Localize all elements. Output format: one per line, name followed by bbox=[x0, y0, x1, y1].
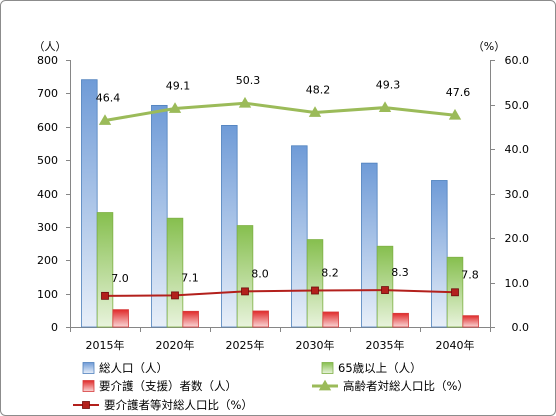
left-axis-tick-label: 700 bbox=[37, 87, 58, 100]
left-axis-tick-label: 500 bbox=[37, 154, 58, 167]
left-axis-unit-label: （人） bbox=[34, 40, 67, 53]
data-label-care-ratio: 8.2 bbox=[321, 267, 339, 280]
bar-total-population bbox=[81, 79, 98, 328]
marker-care-ratio bbox=[311, 286, 319, 295]
right-axis-tick-label: 60.0 bbox=[505, 54, 530, 67]
legend-label-elderly-ratio: 高齢者対総人口比（%） bbox=[343, 379, 469, 393]
data-label-elderly-ratio: 49.3 bbox=[376, 79, 401, 92]
right-axis-tick-label: 40.0 bbox=[505, 143, 530, 156]
bar-series-group bbox=[81, 79, 479, 328]
marker-care-ratio bbox=[451, 288, 459, 297]
right-axis-tick-label: 10.0 bbox=[505, 277, 530, 290]
bar-total-population bbox=[431, 180, 448, 328]
marker-elderly-ratio bbox=[238, 96, 252, 108]
bar-total-population bbox=[291, 145, 308, 328]
line-series-group bbox=[98, 96, 462, 300]
legend-label-care-ratio: 要介護者等対総人口比（%） bbox=[104, 398, 253, 412]
bar-age-65-plus bbox=[306, 239, 324, 328]
left-axis-tick-label: 0 bbox=[51, 321, 58, 334]
bar-care-recipients bbox=[252, 310, 269, 328]
marker-care-ratio bbox=[241, 287, 249, 296]
left-axis-tick-label: 400 bbox=[37, 188, 58, 201]
line-care-ratio bbox=[104, 289, 456, 297]
legend-item-care-ratio: 要介護者等対総人口比（%） bbox=[73, 398, 253, 412]
legend-marker-care-ratio bbox=[82, 401, 90, 409]
data-label-care-ratio: 7.0 bbox=[111, 272, 129, 285]
marker-elderly-ratio bbox=[308, 106, 322, 117]
legend-item-elderly-ratio: 高齢者対総人口比（%） bbox=[312, 379, 469, 393]
axes: 0 100 200 300 400 500 600 700 800 0.0 10.0 20.0 30.0… bbox=[37, 54, 529, 352]
legend-item-age-65-plus: 65歳以上（人） bbox=[321, 361, 422, 375]
data-label-elderly-ratio: 47.6 bbox=[446, 86, 471, 99]
legend-item-total-population: 総人口（人） bbox=[82, 361, 168, 375]
marker-elderly-ratio bbox=[168, 102, 182, 113]
data-label-elderly-ratio: 49.1 bbox=[166, 80, 191, 93]
left-axis-tick-label: 600 bbox=[37, 121, 58, 134]
bar-care-recipients bbox=[322, 311, 339, 328]
legend-label-care-recipients: 要介護（支援）者数（人） bbox=[99, 379, 237, 393]
right-axis-tick-label: 20.0 bbox=[505, 232, 530, 245]
data-label-elderly-ratio: 46.4 bbox=[96, 92, 121, 105]
legend-swatch-age-65-plus bbox=[321, 362, 334, 374]
bar-total-population bbox=[221, 125, 238, 328]
bar-care-recipients bbox=[392, 312, 409, 328]
bar-age-65-plus bbox=[166, 217, 184, 328]
bar-care-recipients bbox=[182, 310, 199, 328]
legend-label-age-65-plus: 65歳以上（人） bbox=[338, 361, 422, 375]
x-axis-category-label: 2035年 bbox=[366, 338, 405, 352]
right-axis-tick-label: 0.0 bbox=[512, 321, 530, 334]
bar-total-population bbox=[151, 104, 168, 328]
left-axis-tick-label: 800 bbox=[37, 54, 58, 67]
x-axis-category-label: 2015年 bbox=[86, 338, 125, 352]
left-axis-tick-label: 100 bbox=[37, 288, 58, 301]
legend: 総人口（人） 65歳以上（人） 要介護（支援）者数（人） 高齢者対総人口比（%） 要介護… bbox=[73, 361, 469, 412]
legend-item-care-recipients: 要介護（支援）者数（人） bbox=[82, 379, 237, 393]
bar-care-recipients bbox=[462, 315, 479, 328]
right-axis-tick-label: 30.0 bbox=[505, 188, 530, 201]
data-label-care-ratio: 8.3 bbox=[391, 266, 409, 279]
x-axis-category-label: 2040年 bbox=[436, 338, 475, 352]
line-elderly-ratio bbox=[104, 101, 456, 122]
data-label-care-ratio: 7.8 bbox=[461, 268, 479, 281]
marker-elderly-ratio bbox=[378, 101, 392, 113]
legend-swatch-care-recipients bbox=[82, 380, 95, 392]
data-labels-group: 46.4 49.1 50.3 48.2 49.3 47.6 7.0 7.1 8.0 8.2 8.3 7… bbox=[96, 74, 479, 285]
marker-care-ratio bbox=[171, 291, 179, 300]
bar-total-population bbox=[361, 162, 378, 328]
x-axis-category-label: 2020年 bbox=[156, 338, 195, 352]
legend-label-total-population: 総人口（人） bbox=[99, 361, 168, 375]
marker-care-ratio bbox=[381, 286, 389, 294]
legend-marker-elderly-ratio bbox=[318, 379, 332, 391]
marker-elderly-ratio bbox=[448, 108, 462, 120]
x-axis-category-label: 2025年 bbox=[226, 338, 265, 352]
data-label-care-ratio: 8.0 bbox=[251, 267, 269, 280]
right-axis-unit-label: （%） bbox=[473, 40, 505, 53]
x-axis-category-label: 2030年 bbox=[296, 338, 335, 352]
bar-age-65-plus bbox=[96, 212, 114, 328]
left-axis-tick-label: 200 bbox=[37, 254, 58, 267]
marker-elderly-ratio bbox=[98, 114, 112, 125]
left-axis-tick-label: 300 bbox=[37, 221, 58, 234]
legend-swatch-total-population bbox=[82, 362, 95, 374]
bar-age-65-plus bbox=[236, 225, 254, 328]
bar-care-recipients bbox=[112, 309, 129, 328]
data-label-care-ratio: 7.1 bbox=[181, 271, 199, 284]
right-axis-tick-label: 50.0 bbox=[505, 99, 530, 112]
marker-care-ratio bbox=[101, 291, 109, 300]
data-label-elderly-ratio: 50.3 bbox=[236, 74, 261, 87]
data-label-elderly-ratio: 48.2 bbox=[306, 84, 331, 97]
